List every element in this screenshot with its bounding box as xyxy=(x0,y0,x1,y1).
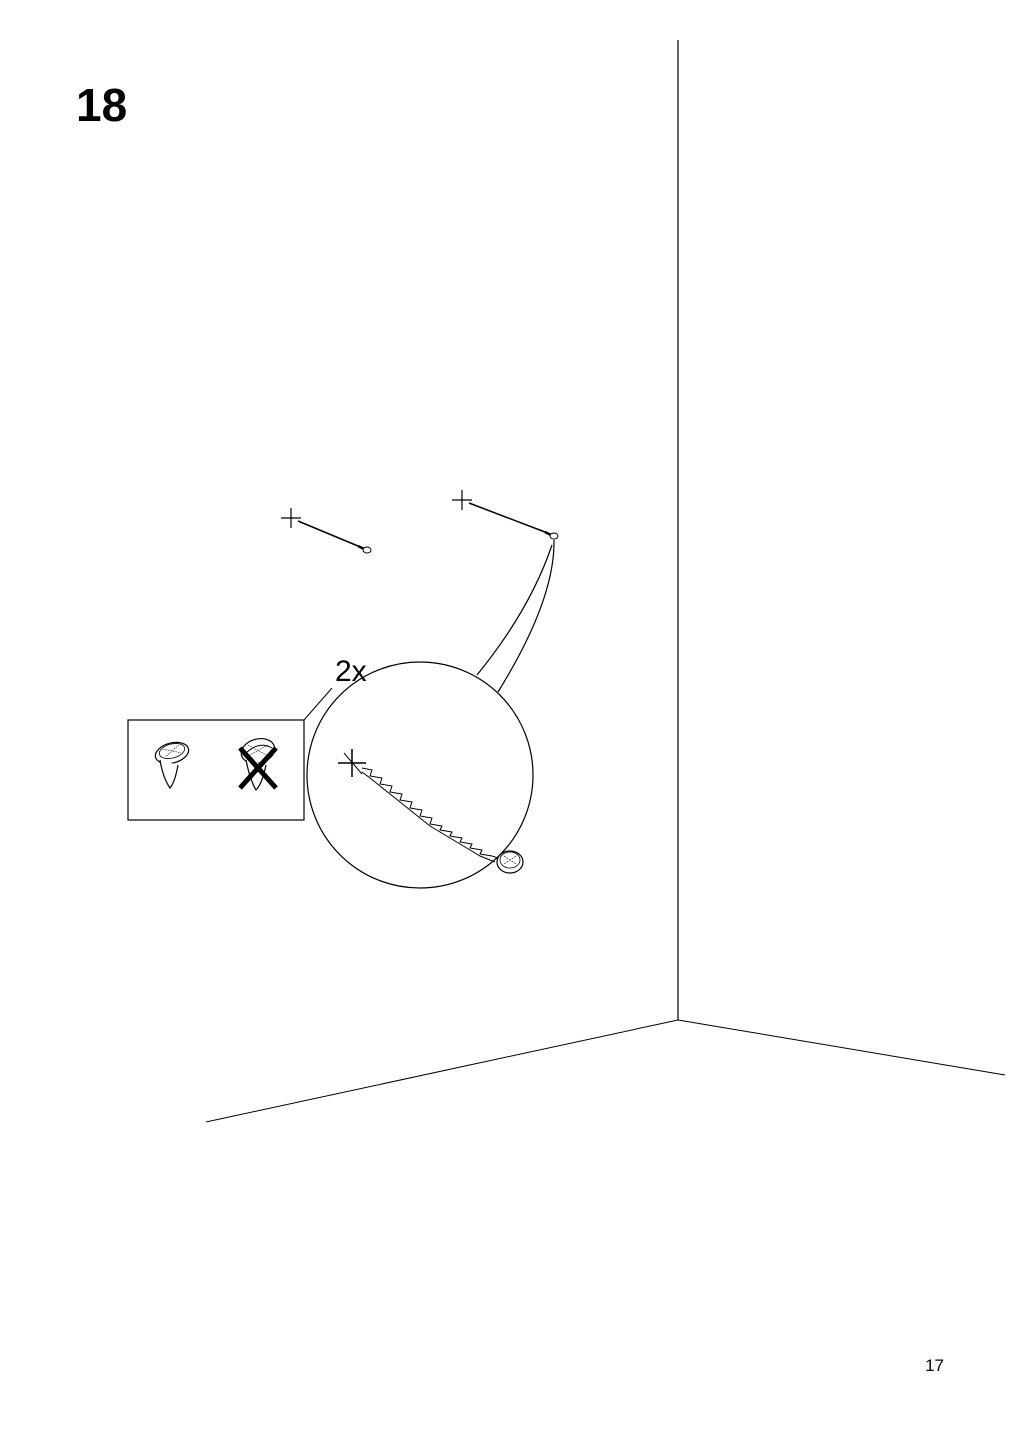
detail-screw xyxy=(338,749,523,873)
floor-right xyxy=(678,1020,1005,1075)
page-number: 17 xyxy=(925,1356,944,1376)
screw-mark-left xyxy=(281,508,371,553)
magnifier-pointer-2 xyxy=(477,545,552,675)
magnifier-circle xyxy=(307,662,533,888)
assembly-diagram xyxy=(0,0,1012,1432)
warning-box xyxy=(128,720,304,820)
instruction-page: 18 xyxy=(0,0,1012,1432)
leader-line xyxy=(304,688,332,720)
screw-mark-right xyxy=(452,490,558,539)
floor-left xyxy=(206,1020,678,1122)
quantity-label: 2x xyxy=(335,655,367,689)
